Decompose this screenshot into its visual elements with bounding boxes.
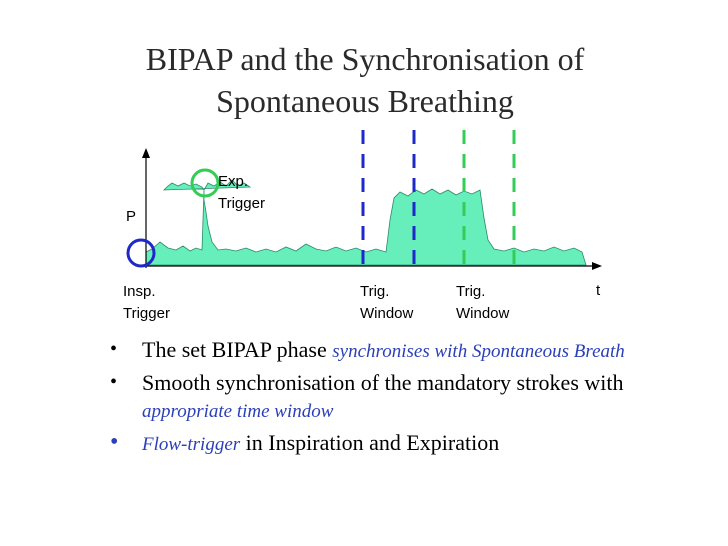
bullet-item: • Smooth synchronisation of the mandator… (110, 369, 670, 425)
y-axis-arrow (142, 148, 150, 158)
trig-window2-label: Trig. Window (456, 281, 509, 325)
bullet-list: • The set BIPAP phase synchronises with … (110, 336, 670, 462)
insp-trigger-label-line1: Insp. (123, 283, 156, 300)
insp-trigger-label: Insp. Trigger (123, 281, 170, 325)
title-line-2: Spontaneous Breathing (216, 83, 514, 119)
bullet-dot-icon: • (110, 338, 118, 360)
trig-window1-label-line2: Window (360, 305, 414, 322)
bullet-3-text: in Inspiration and Expiration (240, 430, 500, 455)
y-axis-label: P (126, 208, 137, 225)
bullet-3-emphasis: Flow-trigger (142, 434, 241, 455)
slide-title: BIPAP and the Synchronisation of Spontan… (40, 38, 690, 122)
exp-trigger-label-line2: Trigger (218, 195, 265, 212)
exp-trigger-circle (190, 168, 220, 198)
trig-window1-label-line1: Trig. (360, 283, 390, 300)
bullet-item: • Flow-trigger in Inspiration and Expira… (110, 429, 670, 458)
insp-trigger-circle (126, 238, 156, 268)
bullet-1-emphasis: synchronises with Spontaneous Breath (332, 341, 625, 362)
bullet-2-text: Smooth synchronisation of the mandatory … (142, 370, 624, 395)
bullet-2-emphasis: appropriate time window (142, 401, 334, 422)
trig-window1-label: Trig. Window (360, 281, 413, 325)
x-axis-label: t (596, 282, 601, 299)
bullet-1-text: The set BIPAP phase (142, 337, 333, 362)
title-line-1: BIPAP and the Synchronisation of (145, 41, 585, 77)
exp-trigger-label: Exp. Trigger (218, 171, 265, 215)
bullet-item: • The set BIPAP phase synchronises with … (110, 336, 670, 365)
bullet-dot-icon: • (110, 429, 119, 455)
insp-trigger-label-line2: Trigger (123, 305, 170, 322)
x-axis-arrow (592, 262, 602, 270)
trig-window2-label-line1: Trig. (456, 283, 486, 300)
bullet-dot-icon: • (110, 371, 118, 393)
trig-window2-label-line2: Window (456, 305, 510, 322)
exp-trigger-label-line1: Exp. (218, 173, 249, 190)
